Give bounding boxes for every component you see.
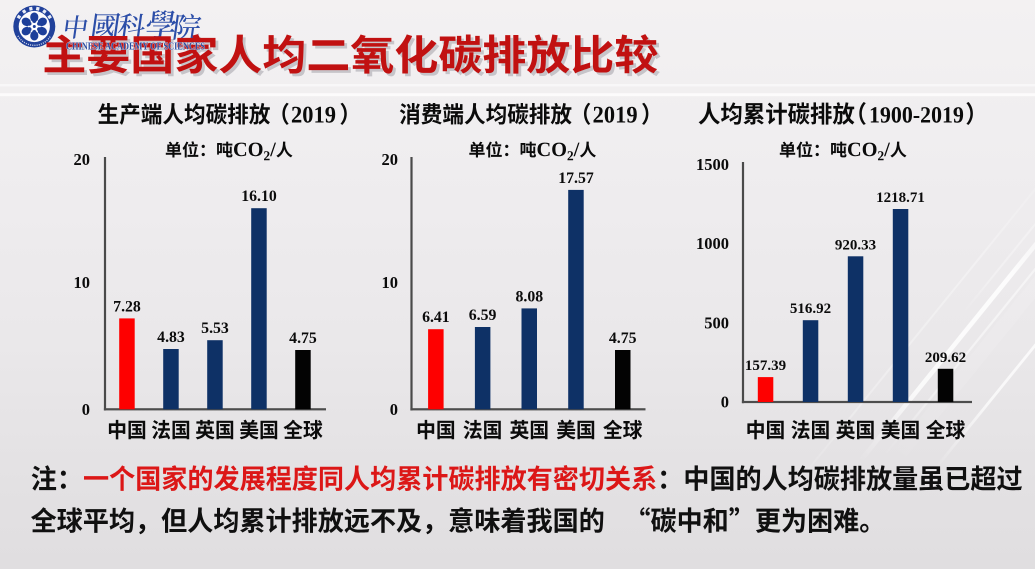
svg-text:1218.71: 1218.71 (876, 190, 925, 206)
svg-text:4.75: 4.75 (609, 330, 637, 347)
svg-text:20: 20 (382, 150, 399, 169)
svg-text:0: 0 (82, 400, 90, 419)
svg-text:17.57: 17.57 (558, 170, 594, 187)
svg-text:6.59: 6.59 (469, 307, 497, 324)
svg-text:4.75: 4.75 (289, 330, 317, 347)
svg-text:1000: 1000 (696, 234, 729, 253)
svg-text:CHINESE ACADEMY OF SCIENCES: CHINESE ACADEMY OF SCIENCES (66, 42, 205, 53)
svg-text:1500: 1500 (696, 155, 729, 174)
svg-text:6.41: 6.41 (422, 309, 450, 326)
svg-text:0: 0 (390, 400, 398, 419)
svg-text:157.39: 157.39 (745, 358, 786, 374)
svg-text:4.83: 4.83 (157, 329, 185, 346)
svg-text:8.08: 8.08 (515, 288, 543, 305)
svg-text:209.62: 209.62 (925, 350, 966, 366)
svg-text:5.53: 5.53 (201, 320, 229, 337)
svg-text:500: 500 (704, 313, 729, 332)
svg-text:516.92: 516.92 (790, 301, 831, 317)
svg-text:20: 20 (74, 150, 91, 169)
svg-text:10: 10 (382, 273, 399, 292)
svg-text:16.10: 16.10 (241, 188, 277, 205)
svg-text:10: 10 (74, 273, 91, 292)
svg-text:920.33: 920.33 (835, 237, 876, 253)
svg-text:7.28: 7.28 (113, 298, 141, 315)
svg-text:0: 0 (721, 393, 729, 412)
